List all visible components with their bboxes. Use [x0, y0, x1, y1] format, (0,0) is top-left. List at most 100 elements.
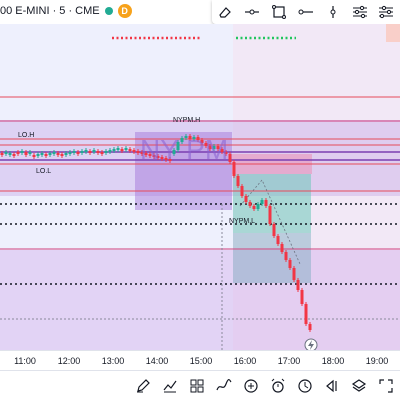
- settings-lines-icon[interactable]: [349, 1, 371, 23]
- candle: [248, 202, 252, 206]
- time-tick: 12:00: [57, 356, 81, 366]
- candle: [12, 154, 16, 156]
- horizontal-ray-icon[interactable]: [295, 1, 317, 23]
- candle: [116, 148, 120, 150]
- candle: [296, 280, 300, 290]
- candle: [184, 136, 188, 138]
- templates-icon[interactable]: [186, 375, 207, 396]
- candle: [168, 159, 172, 161]
- candle: [148, 154, 152, 156]
- candle: [256, 204, 260, 209]
- candle: [108, 150, 112, 152]
- candles-group: [0, 134, 312, 332]
- candle: [176, 142, 180, 150]
- candle: [128, 149, 132, 151]
- candle: [80, 151, 84, 153]
- candle: [76, 152, 80, 154]
- candle: [8, 153, 12, 155]
- session-bg-morning: [0, 24, 233, 350]
- candle: [56, 153, 60, 155]
- candle: [0, 153, 4, 155]
- add-icon[interactable]: [240, 375, 261, 396]
- candle: [260, 200, 264, 204]
- symbol-title[interactable]: 00 E-MINI · 5 · CME: [0, 5, 100, 17]
- candle: [68, 152, 72, 154]
- candle: [232, 162, 236, 176]
- candle: [264, 200, 268, 206]
- candle: [100, 152, 104, 154]
- candle: [124, 148, 128, 150]
- lo-l-label: LO.L: [36, 168, 52, 175]
- candle: [160, 157, 164, 159]
- candle: [92, 150, 96, 152]
- clock-icon[interactable]: [294, 375, 315, 396]
- candle: [52, 152, 56, 154]
- time-tick: 16:00: [233, 356, 257, 366]
- candle: [16, 152, 20, 154]
- candle: [280, 244, 284, 252]
- pencil-icon[interactable]: [132, 375, 153, 396]
- candle: [228, 154, 232, 162]
- candle: [140, 152, 144, 154]
- candle: [88, 151, 92, 153]
- candle: [44, 154, 48, 156]
- indicators-icon[interactable]: [159, 375, 180, 396]
- layers-icon[interactable]: [348, 375, 369, 396]
- replay-icon[interactable]: [321, 375, 342, 396]
- candle: [188, 136, 192, 139]
- lo-h-label: LO.H: [18, 132, 35, 139]
- candle: [36, 154, 40, 156]
- candle: [304, 304, 308, 324]
- candle: [276, 236, 280, 244]
- rectangle-icon[interactable]: [268, 1, 290, 23]
- candle: [268, 206, 272, 224]
- market-status-dot: [104, 7, 113, 15]
- candle: [24, 152, 28, 155]
- candle: [252, 206, 256, 209]
- bottom-toolbar: [0, 370, 400, 400]
- candle: [156, 156, 160, 158]
- candle: [212, 146, 216, 149]
- candle: [20, 151, 24, 153]
- candle: [224, 152, 228, 154]
- candle: [64, 153, 68, 155]
- candle: [240, 186, 244, 196]
- vertical-line-icon[interactable]: [322, 1, 344, 23]
- candle: [308, 324, 312, 330]
- candle: [48, 153, 52, 155]
- candle: [132, 150, 136, 152]
- candle: [208, 146, 212, 149]
- candle: [192, 137, 196, 139]
- candle: [104, 151, 108, 153]
- candle: [180, 138, 184, 142]
- candle: [144, 153, 148, 155]
- settings-lines-icon-2[interactable]: [375, 1, 397, 23]
- nypm-h-label: NYPM.H: [173, 117, 201, 124]
- lightning-glyph: [308, 340, 314, 350]
- candle: [244, 196, 248, 202]
- time-tick: 14:00: [145, 356, 169, 366]
- horizontal-line-icon[interactable]: [241, 1, 263, 23]
- candle: [216, 146, 220, 149]
- time-axis[interactable]: 11:00 12:00 13:00 14:00 15:00 16:00 17:0…: [0, 350, 400, 371]
- price-chart[interactable]: [0, 24, 400, 350]
- candle: [152, 155, 156, 157]
- eraser-icon[interactable]: [214, 1, 236, 23]
- candle: [288, 260, 292, 268]
- candle: [292, 268, 296, 280]
- candle: [60, 154, 64, 156]
- candle: [40, 153, 44, 155]
- delay-badge[interactable]: D: [117, 4, 132, 18]
- stop-zone-teal: [233, 233, 311, 283]
- candle: [4, 152, 8, 154]
- candle: [28, 152, 32, 154]
- candle: [200, 140, 204, 143]
- alarm-icon[interactable]: [267, 375, 288, 396]
- candle: [236, 176, 240, 186]
- fullscreen-icon[interactable]: [375, 375, 396, 396]
- trade-path: [239, 179, 301, 265]
- symbol-header[interactable]: 00 E-MINI · 5 · CME D: [0, 0, 210, 22]
- trend-icon[interactable]: [213, 375, 234, 396]
- time-tick: 17:00: [277, 356, 301, 366]
